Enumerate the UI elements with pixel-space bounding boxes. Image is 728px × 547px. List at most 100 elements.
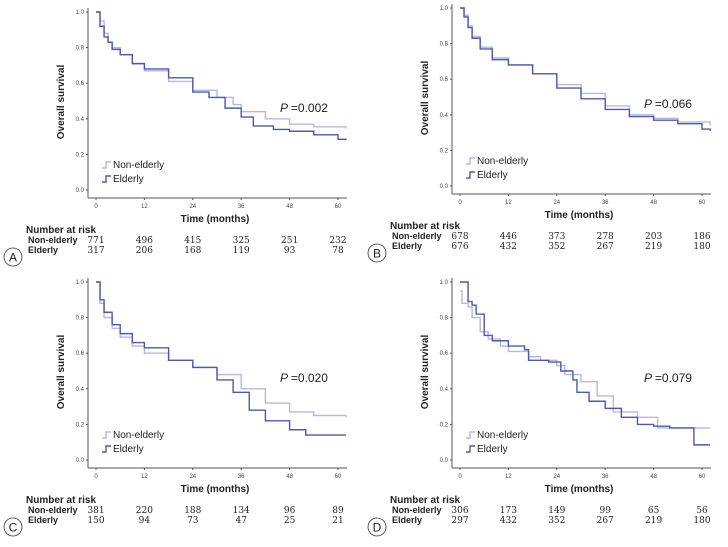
y-tick-label: 1.0 bbox=[76, 10, 85, 16]
y-tick-label: 0.4 bbox=[76, 117, 85, 123]
x-tick-label: 24 bbox=[189, 474, 196, 480]
legend-label: Elderly bbox=[477, 170, 508, 181]
y-tick-label: 0.6 bbox=[76, 81, 85, 87]
risk-row-label: Elderly bbox=[28, 245, 58, 255]
panel-C: 0.0 0.2 0.4 0.6 0.8 1.0 0 12 24 36 48 60 Overall sur… bbox=[3, 278, 347, 537]
legend-label: Non-elderly bbox=[477, 430, 528, 441]
x-tick-label: 60 bbox=[699, 200, 706, 206]
x-tick-label: 36 bbox=[238, 474, 245, 480]
y-tick-label: 0.0 bbox=[440, 458, 449, 464]
survival-curve-elderly bbox=[96, 11, 347, 141]
x-axis-label: Time (months) bbox=[181, 484, 250, 495]
x-tick-label: 60 bbox=[335, 474, 342, 480]
risk-value: 188 bbox=[184, 506, 201, 516]
x-axis-label: Time (months) bbox=[181, 214, 250, 225]
panel-B: 0.0 0.2 0.4 0.6 0.8 1.0 0 12 24 36 48 60 Overall sur… bbox=[367, 4, 711, 263]
risk-value: 352 bbox=[548, 242, 565, 252]
panel-label: B bbox=[373, 247, 381, 261]
y-tick-label: 0.4 bbox=[76, 387, 85, 393]
y-tick-label: 0.2 bbox=[440, 422, 449, 428]
x-tick-label: 48 bbox=[650, 200, 657, 206]
legend-label: Elderly bbox=[113, 444, 144, 455]
legend-swatch bbox=[102, 161, 111, 169]
risk-row-label: Non-elderly bbox=[28, 235, 78, 245]
risk-value: 180 bbox=[693, 516, 710, 526]
x-tick-label: 0 bbox=[458, 200, 462, 206]
risk-value: 173 bbox=[500, 506, 517, 516]
risk-value: 25 bbox=[284, 516, 296, 526]
survival-curve-elderly bbox=[460, 7, 711, 131]
p-value: P =0.079 bbox=[644, 371, 692, 385]
risk-value: 220 bbox=[136, 506, 153, 516]
x-tick-label: 60 bbox=[335, 204, 342, 210]
risk-row-label: Non-elderly bbox=[392, 505, 442, 515]
y-tick-label: 0.2 bbox=[76, 422, 85, 428]
risk-value: 678 bbox=[451, 232, 468, 242]
panel-label-circle bbox=[367, 517, 387, 537]
risk-value: 432 bbox=[500, 242, 517, 252]
risk-table-title: Number at risk bbox=[390, 495, 460, 506]
survival-curve-non-elderly bbox=[460, 290, 711, 429]
legend-swatch bbox=[466, 431, 475, 439]
x-tick-label: 12 bbox=[505, 200, 512, 206]
y-tick-label: 0.2 bbox=[440, 148, 449, 154]
risk-value: 446 bbox=[500, 232, 517, 242]
y-axis-label: Overall survival bbox=[420, 335, 431, 410]
y-axis-label: Overall survival bbox=[56, 65, 67, 140]
panel-label-circle bbox=[3, 517, 23, 537]
y-tick-label: 0.8 bbox=[76, 46, 85, 52]
legend-swatch bbox=[466, 157, 475, 165]
x-tick-label: 48 bbox=[286, 474, 293, 480]
risk-row-label: Non-elderly bbox=[392, 231, 442, 241]
y-tick-label: 0.8 bbox=[440, 316, 449, 322]
y-tick-label: 0.6 bbox=[76, 351, 85, 357]
risk-value: 96 bbox=[284, 506, 296, 516]
risk-row-label: Elderly bbox=[392, 241, 422, 251]
p-value: P =0.020 bbox=[280, 371, 328, 385]
risk-value: 232 bbox=[329, 236, 346, 246]
legend-swatch bbox=[102, 431, 111, 439]
risk-table-title: Number at risk bbox=[26, 225, 96, 236]
y-tick-label: 0.0 bbox=[440, 184, 449, 190]
legend-swatch bbox=[102, 445, 111, 453]
risk-value: 415 bbox=[184, 236, 201, 246]
panel-label-circle bbox=[367, 243, 387, 263]
risk-value: 56 bbox=[696, 506, 708, 516]
legend-swatch bbox=[466, 171, 475, 179]
x-tick-label: 0 bbox=[94, 204, 98, 210]
risk-value: 297 bbox=[451, 516, 468, 526]
survival-curve-non-elderly bbox=[96, 281, 347, 418]
risk-row-label: Elderly bbox=[28, 515, 58, 525]
x-axis-label: Time (months) bbox=[545, 484, 614, 495]
legend-label: Non-elderly bbox=[113, 430, 164, 441]
risk-value: 206 bbox=[136, 246, 153, 256]
x-axis-label: Time (months) bbox=[545, 210, 614, 221]
panel-D: 0.0 0.2 0.4 0.6 0.8 1.0 0 12 24 36 48 60 Overall sur… bbox=[367, 278, 711, 537]
x-tick-label: 12 bbox=[505, 474, 512, 480]
y-tick-label: 0.8 bbox=[440, 42, 449, 48]
risk-value: 168 bbox=[184, 246, 201, 256]
x-tick-label: 0 bbox=[94, 474, 98, 480]
x-tick-label: 24 bbox=[553, 200, 560, 206]
panel-label-circle bbox=[3, 247, 23, 267]
risk-value: 267 bbox=[597, 516, 614, 526]
legend-swatch bbox=[102, 175, 111, 183]
x-tick-label: 12 bbox=[141, 474, 148, 480]
x-tick-label: 0 bbox=[458, 474, 462, 480]
risk-value: 186 bbox=[693, 232, 710, 242]
legend-label: Non-elderly bbox=[113, 160, 164, 171]
x-tick-label: 60 bbox=[699, 474, 706, 480]
risk-value: 73 bbox=[187, 516, 199, 526]
y-tick-label: 0.8 bbox=[76, 316, 85, 322]
risk-value: 325 bbox=[233, 236, 250, 246]
risk-table-title: Number at risk bbox=[390, 221, 460, 232]
risk-value: 771 bbox=[87, 236, 104, 246]
risk-row-label: Elderly bbox=[392, 515, 422, 525]
panel-A: 0.0 0.2 0.4 0.6 0.8 1.0 0 12 24 36 48 60 Overall sur… bbox=[3, 8, 347, 267]
survival-curve-elderly bbox=[96, 281, 347, 436]
risk-value: 149 bbox=[548, 506, 565, 516]
risk-value: 21 bbox=[332, 516, 343, 526]
risk-table-title: Number at risk bbox=[26, 495, 96, 506]
risk-value: 134 bbox=[233, 506, 250, 516]
